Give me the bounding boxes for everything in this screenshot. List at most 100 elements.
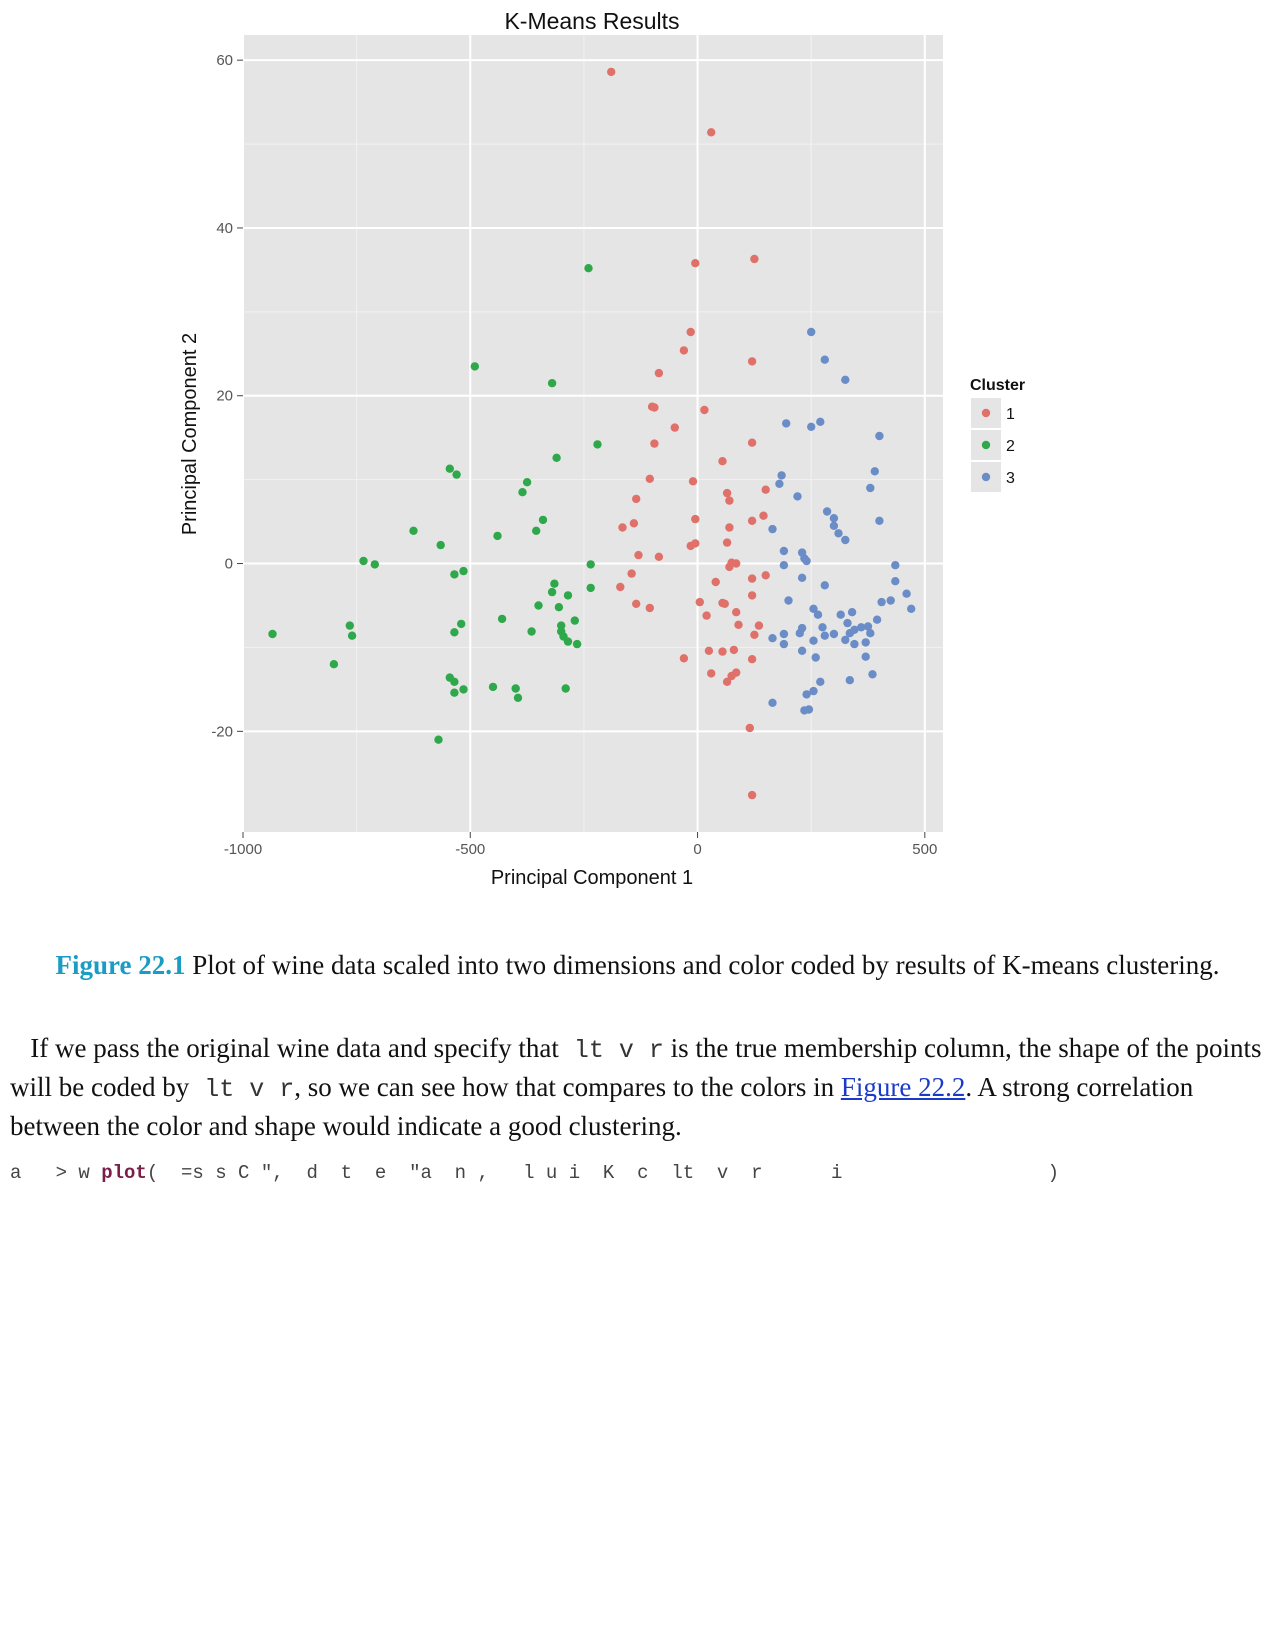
cluster-2-point xyxy=(359,556,368,566)
cluster-2-point xyxy=(511,684,520,693)
cluster-3-point xyxy=(809,636,818,645)
cluster-3-point xyxy=(782,419,791,428)
cluster-1-point xyxy=(688,477,698,486)
kmeans-chart: -1000 -500 0 500 -20 0 20 40 60 K-Means Results … xyxy=(170,0,1100,940)
cluster-1-point xyxy=(654,368,664,378)
cluster-3-point xyxy=(795,629,804,638)
code-rest: ( =s s C ", d t e "a n , l u i K c lt v … xyxy=(146,1162,1059,1184)
cluster-3-point xyxy=(843,618,852,628)
cluster-3-point xyxy=(813,610,823,619)
cluster-2-point xyxy=(552,453,561,462)
cluster-3-point xyxy=(870,467,879,476)
data-points xyxy=(268,67,916,800)
cluster-1-point xyxy=(725,562,734,572)
x-tick-label: -1000 xyxy=(224,841,262,858)
cluster-2-point xyxy=(557,621,566,630)
cluster-3-point xyxy=(857,623,866,632)
caption-text: Plot of wine data scaled into two dimens… xyxy=(185,950,1220,980)
cluster-3-point xyxy=(793,492,802,501)
cluster-1-point xyxy=(679,346,689,355)
y-tick-label: 60 xyxy=(216,52,233,69)
cluster-3-point xyxy=(779,561,789,570)
cluster-2-point xyxy=(493,531,502,541)
cluster-3-point xyxy=(797,646,807,655)
cluster-1-point xyxy=(747,574,757,583)
cluster-2-point xyxy=(450,570,459,579)
cluster-2-point xyxy=(586,560,595,569)
cluster-3-point xyxy=(818,623,827,632)
cluster-1-point xyxy=(711,577,720,587)
y-tick-label: -20 xyxy=(211,723,233,740)
cluster-1-point xyxy=(732,559,741,568)
cluster-1-point xyxy=(750,630,759,639)
cluster-2-point xyxy=(445,464,454,473)
cluster-3-point xyxy=(768,634,777,643)
cluster-1-point xyxy=(691,539,700,548)
cluster-1-point xyxy=(645,603,654,613)
cluster-3-point xyxy=(902,589,911,598)
cluster-3-point xyxy=(841,635,850,645)
cluster-3-point xyxy=(847,608,857,617)
cluster-1-point xyxy=(718,647,727,656)
cluster-1-point xyxy=(632,599,641,608)
cluster-1-point xyxy=(691,259,700,268)
cluster-3-point xyxy=(886,596,895,605)
inline-code-1: lt v r xyxy=(558,1036,664,1065)
cluster-1-point xyxy=(725,523,734,532)
cluster-1-point xyxy=(725,496,734,505)
cluster-3-point xyxy=(779,639,789,649)
cluster-1-point xyxy=(707,669,716,678)
x-tick-label: 0 xyxy=(693,841,701,858)
cluster-1-point xyxy=(720,599,729,608)
figure-caption: Figure 22.1 Plot of wine data scaled int… xyxy=(40,948,1235,982)
cluster-2-point xyxy=(459,566,468,576)
cluster-2-point xyxy=(563,591,573,600)
cluster-1-point xyxy=(759,511,768,520)
cluster-2-point xyxy=(584,264,593,273)
cluster-3-point xyxy=(809,686,818,696)
cluster-2-point xyxy=(518,488,527,497)
cluster-3-point xyxy=(907,604,916,613)
cluster-2-point xyxy=(513,693,523,702)
cluster-2-point xyxy=(329,660,339,669)
cluster-1-point xyxy=(704,646,714,655)
legend: Cluster 1 2 3 xyxy=(970,377,1025,492)
cluster-1-point xyxy=(686,327,695,337)
figure-link[interactable]: Figure 22.2 xyxy=(840,1072,966,1102)
cluster-3-point xyxy=(816,417,825,426)
cluster-1-point xyxy=(747,591,757,600)
cluster-3-point xyxy=(834,529,843,538)
cluster-1-point xyxy=(695,597,704,607)
cluster-3-point xyxy=(802,556,811,566)
legend-swatch-1 xyxy=(981,408,991,418)
legend-label-1: 1 xyxy=(1006,406,1015,423)
body-paragraph: If we pass the original wine data and sp… xyxy=(10,1030,1265,1145)
cluster-1-point xyxy=(734,620,743,629)
cluster-3-point xyxy=(891,561,900,570)
para-text-4: . A strong correlation between the color… xyxy=(10,1072,1194,1141)
cluster-3-point xyxy=(768,698,777,707)
code-prefix: a > w xyxy=(10,1162,102,1184)
inline-code-2: lt v r xyxy=(189,1075,295,1104)
cluster-3-point xyxy=(866,483,875,493)
legend-swatch-2 xyxy=(981,440,991,450)
cluster-3-point xyxy=(868,670,877,679)
cluster-3-point xyxy=(891,577,900,586)
cluster-1-point xyxy=(745,723,754,733)
cluster-2-point xyxy=(532,526,541,535)
cluster-1-point xyxy=(616,582,625,592)
cluster-1-point xyxy=(718,457,727,466)
cluster-2-point xyxy=(586,583,595,593)
code-block: a > w plot( =s s C ", d t e "a n , l u i… xyxy=(10,1162,1265,1184)
cluster-2-point xyxy=(497,614,507,624)
x-tick-label: -500 xyxy=(455,841,485,858)
cluster-1-point xyxy=(702,611,711,620)
cluster-3-point xyxy=(845,629,854,638)
cluster-2-point xyxy=(527,627,536,636)
cluster-3-point xyxy=(807,327,816,337)
x-axis-title: Principal Component 1 xyxy=(491,867,693,889)
cluster-1-point xyxy=(700,405,709,415)
cluster-3-point xyxy=(877,597,886,607)
y-axis-title: Principal Component 2 xyxy=(179,333,201,535)
cluster-3-point xyxy=(829,629,839,639)
